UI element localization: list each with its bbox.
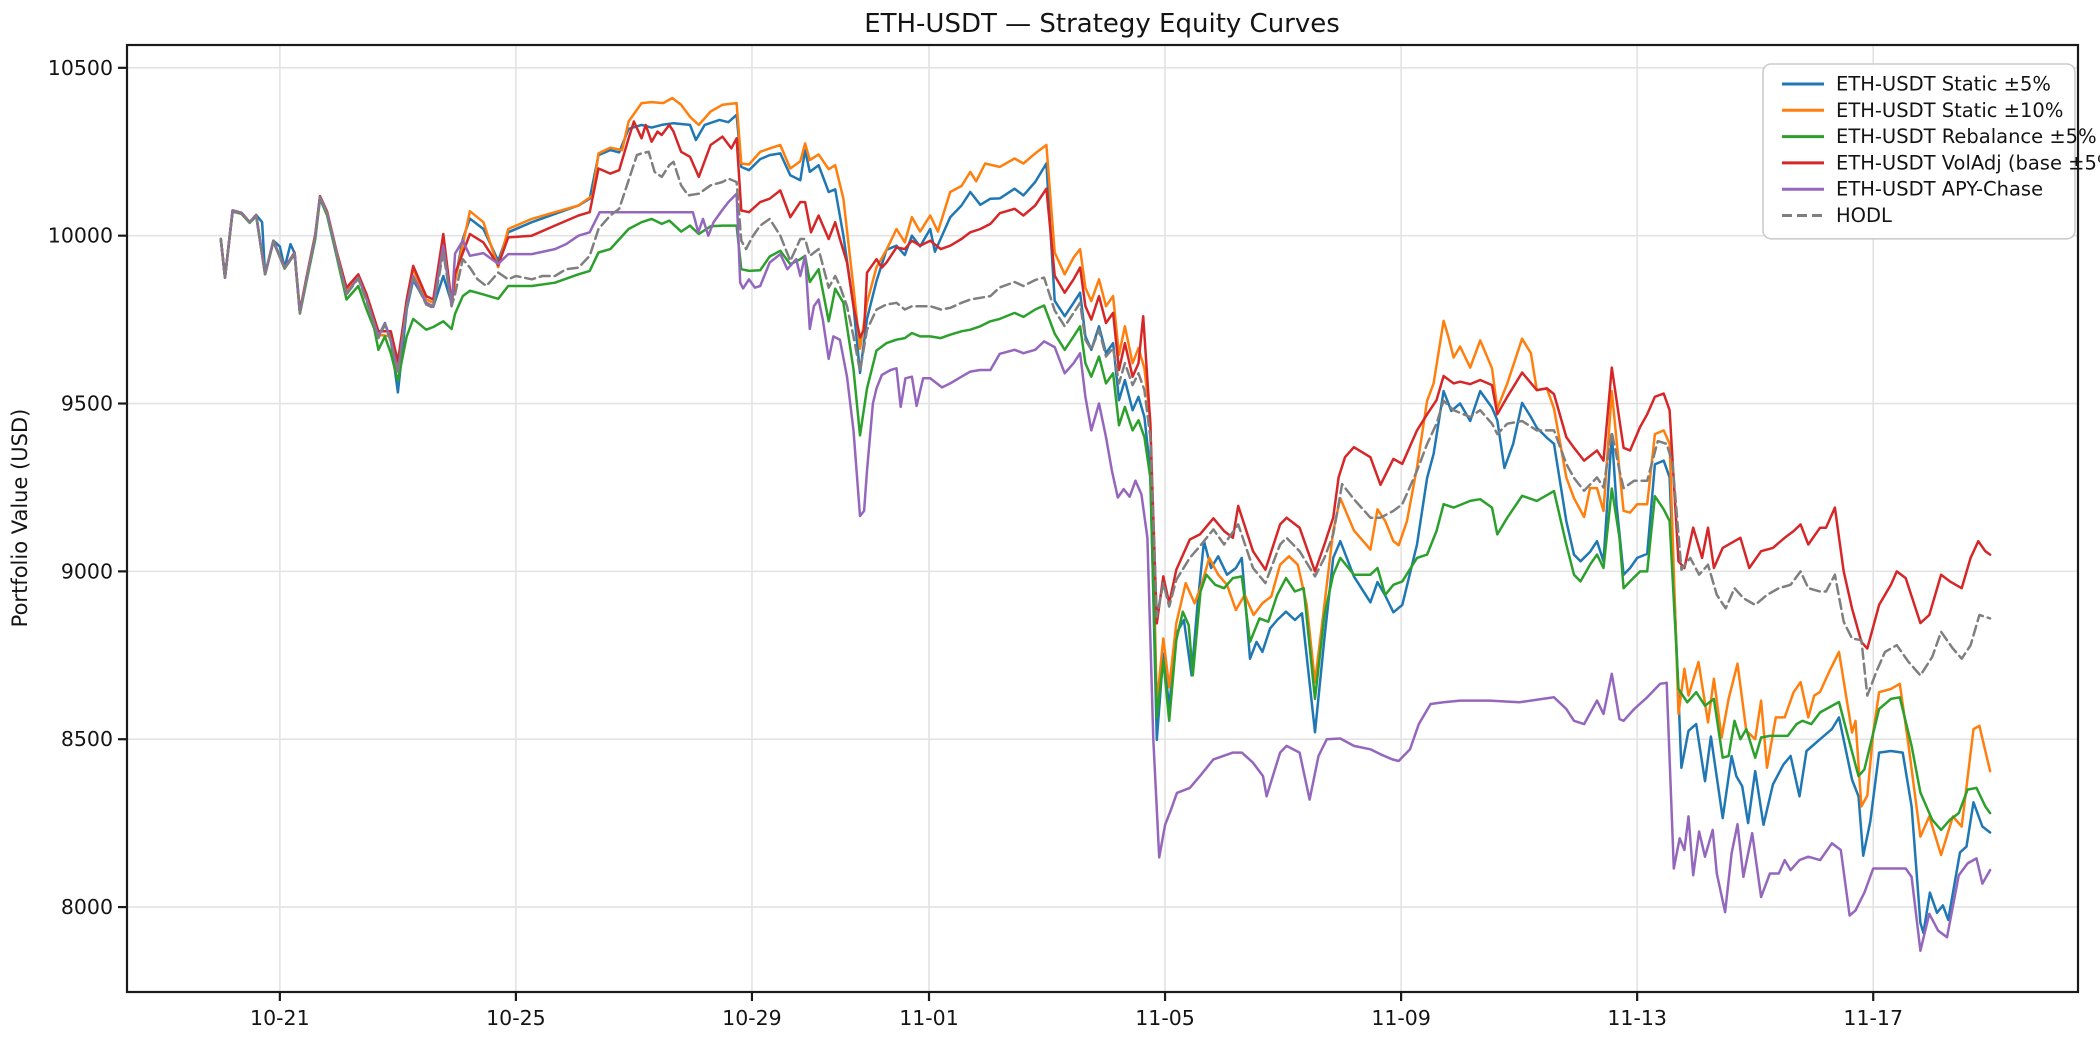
- legend-entry-label: ETH-USDT Static ±10%: [1836, 99, 2063, 122]
- y-tick-label: 9000: [61, 559, 113, 583]
- series-line-eth-usdt-apy-chase: [219, 192, 1992, 952]
- x-tick-label: 10-25: [486, 1006, 546, 1030]
- y-tick-label: 9500: [61, 392, 113, 416]
- y-tick-label: 8000: [61, 895, 113, 919]
- x-tick-label: 11-17: [1843, 1006, 1903, 1030]
- series-line-hodl: [219, 150, 1992, 697]
- y-axis-label: Portfolio Value (USD): [8, 409, 32, 628]
- series-line-eth-usdt-static-10-: [219, 96, 1992, 857]
- x-tick-label: 10-29: [722, 1006, 782, 1030]
- legend-entry-label: ETH-USDT APY-Chase: [1836, 178, 2043, 201]
- chart-title: ETH-USDT — Strategy Equity Curves: [864, 9, 1340, 39]
- legend-box: [1762, 63, 2076, 240]
- x-tick-label: 11-01: [899, 1006, 959, 1030]
- series-line-eth-usdt-voladj-base-5-: [219, 120, 1992, 650]
- legend-entry-label: ETH-USDT Rebalance ±5%: [1836, 125, 2097, 148]
- series-line-eth-usdt-rebalance-5-: [219, 197, 1992, 832]
- legend: ETH-USDT Static ±5% ETH-USDT Static ±10% E…: [1762, 63, 2100, 240]
- legend-entry-label: HODL: [1836, 204, 1892, 227]
- legend-entry-label: ETH-USDT VolAdj (base ±5%): [1836, 151, 2100, 174]
- series-line-eth-usdt-static-5-: [219, 113, 1992, 935]
- x-tick-label: 11-13: [1607, 1006, 1667, 1030]
- y-tick-label: 8500: [61, 727, 113, 751]
- x-tick-label: 10-21: [250, 1006, 310, 1030]
- y-tick-label: 10500: [48, 56, 113, 80]
- legend-entry-label: ETH-USDT Static ±5%: [1836, 73, 2051, 96]
- x-tick-label: 11-05: [1135, 1006, 1195, 1030]
- y-tick-label: 10000: [48, 224, 113, 248]
- x-tick-label: 11-09: [1371, 1006, 1431, 1030]
- plot-border: [125, 43, 2080, 994]
- grid-lines: [127, 45, 2078, 992]
- axes: 10-21 10-25 10-29 11-01 11-05 11-09 11-13 11-17…: [48, 43, 2080, 1030]
- series-lines: [219, 96, 1992, 952]
